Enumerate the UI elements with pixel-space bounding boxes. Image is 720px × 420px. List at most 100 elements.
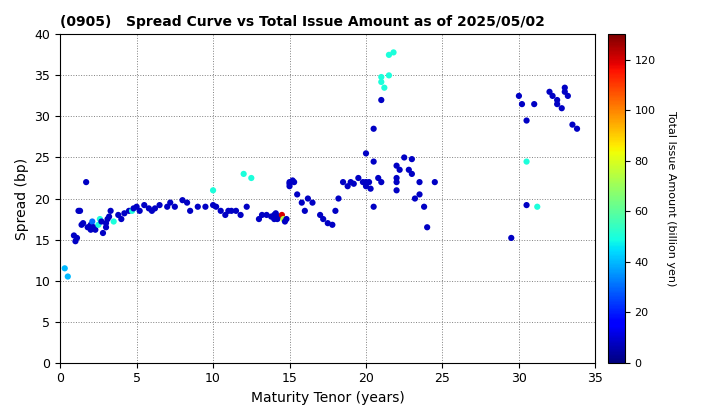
Point bbox=[299, 207, 310, 214]
Point bbox=[246, 175, 257, 181]
Point bbox=[176, 197, 188, 204]
Point bbox=[383, 52, 395, 58]
Point bbox=[337, 179, 348, 186]
Point bbox=[372, 175, 384, 181]
Point bbox=[207, 202, 219, 208]
Point bbox=[559, 84, 570, 91]
Y-axis label: Total Issue Amount (billion yen): Total Issue Amount (billion yen) bbox=[667, 111, 676, 286]
Point bbox=[215, 207, 227, 214]
Point bbox=[360, 150, 372, 157]
Point bbox=[368, 126, 379, 132]
Point bbox=[348, 181, 359, 187]
Point bbox=[521, 158, 532, 165]
Point bbox=[513, 92, 525, 99]
Point bbox=[271, 216, 283, 223]
Point bbox=[154, 202, 166, 208]
Point bbox=[126, 207, 138, 214]
Point bbox=[220, 212, 231, 218]
Point bbox=[376, 179, 387, 186]
Point bbox=[108, 218, 120, 225]
Point bbox=[418, 203, 430, 210]
Point bbox=[146, 207, 158, 214]
Point bbox=[376, 97, 387, 103]
Point bbox=[567, 121, 578, 128]
Point bbox=[127, 205, 139, 212]
Point bbox=[261, 212, 272, 218]
Point bbox=[398, 154, 410, 161]
Point bbox=[368, 203, 379, 210]
Point bbox=[131, 203, 143, 210]
Point bbox=[521, 202, 532, 208]
Point bbox=[59, 265, 71, 272]
Point bbox=[345, 179, 356, 186]
Point bbox=[322, 220, 333, 226]
Point bbox=[376, 74, 387, 80]
Point bbox=[531, 203, 543, 210]
Point bbox=[241, 203, 253, 210]
Point bbox=[269, 216, 280, 223]
Point bbox=[210, 203, 222, 210]
Point bbox=[302, 195, 314, 202]
Point bbox=[161, 203, 173, 210]
Point bbox=[85, 221, 96, 228]
Point bbox=[82, 224, 94, 231]
Point bbox=[342, 183, 354, 189]
Point bbox=[292, 191, 303, 198]
Point bbox=[253, 216, 265, 223]
Point bbox=[71, 235, 83, 242]
Point bbox=[388, 49, 400, 56]
Point bbox=[353, 175, 364, 181]
Point bbox=[330, 207, 341, 214]
Point bbox=[279, 218, 291, 225]
Point bbox=[289, 179, 300, 186]
Point bbox=[409, 195, 420, 202]
X-axis label: Maturity Tenor (years): Maturity Tenor (years) bbox=[251, 391, 405, 405]
Point bbox=[143, 205, 155, 212]
Point bbox=[225, 207, 237, 214]
Point bbox=[327, 221, 338, 228]
Point bbox=[100, 220, 112, 226]
Point bbox=[552, 101, 563, 108]
Point bbox=[270, 210, 282, 217]
Point bbox=[562, 92, 574, 99]
Point bbox=[116, 216, 127, 223]
Point bbox=[296, 199, 307, 206]
Point bbox=[284, 183, 295, 189]
Point bbox=[230, 207, 242, 214]
Point bbox=[273, 213, 284, 220]
Point bbox=[505, 235, 517, 242]
Point bbox=[516, 101, 528, 108]
Point bbox=[184, 207, 196, 214]
Point bbox=[556, 105, 567, 112]
Point bbox=[104, 213, 115, 220]
Point bbox=[169, 203, 181, 210]
Point bbox=[391, 179, 402, 186]
Point bbox=[93, 221, 104, 228]
Point bbox=[391, 175, 402, 181]
Point bbox=[383, 72, 395, 79]
Point bbox=[85, 226, 96, 233]
Point bbox=[559, 89, 570, 95]
Point bbox=[192, 203, 204, 210]
Point bbox=[528, 101, 540, 108]
Point bbox=[429, 179, 441, 186]
Point bbox=[77, 220, 89, 226]
Point bbox=[86, 218, 98, 225]
Point bbox=[68, 232, 80, 239]
Point bbox=[360, 179, 372, 186]
Point bbox=[238, 171, 249, 177]
Point bbox=[138, 202, 150, 208]
Point bbox=[207, 187, 219, 194]
Point bbox=[181, 199, 193, 206]
Point bbox=[571, 126, 582, 132]
Point bbox=[414, 191, 426, 198]
Point bbox=[149, 205, 161, 212]
Point bbox=[376, 79, 387, 85]
Point bbox=[307, 199, 318, 206]
Text: (0905)   Spread Curve vs Total Issue Amount as of 2025/05/02: (0905) Spread Curve vs Total Issue Amoun… bbox=[60, 15, 545, 29]
Point bbox=[546, 92, 558, 99]
Point bbox=[357, 179, 369, 186]
Point bbox=[123, 207, 135, 214]
Point bbox=[256, 212, 268, 218]
Point bbox=[403, 166, 415, 173]
